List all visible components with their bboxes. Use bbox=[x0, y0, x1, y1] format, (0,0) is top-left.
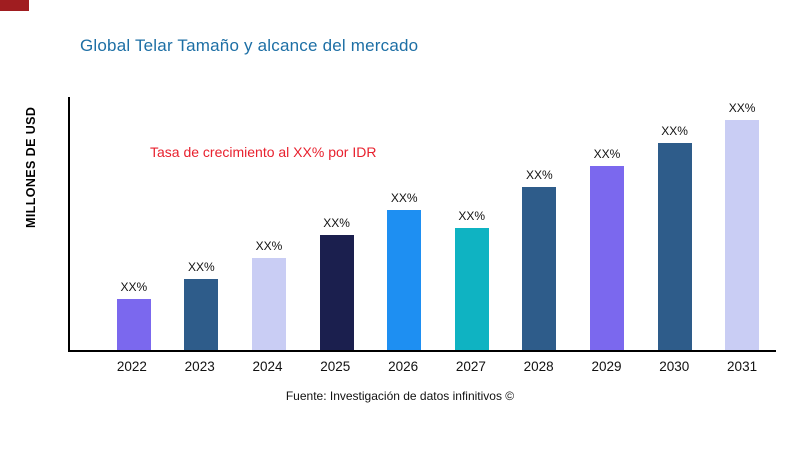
bar-column-2030: XX% bbox=[641, 97, 709, 350]
bar-value-label: XX% bbox=[255, 239, 283, 253]
x-tick-2022: 2022 bbox=[116, 359, 147, 374]
bar-column-2028: XX% bbox=[506, 97, 574, 350]
bar-column-2022: XX% bbox=[100, 97, 168, 350]
x-tick-2027: 2027 bbox=[455, 359, 486, 374]
bar-2029 bbox=[589, 166, 624, 350]
bar-2027 bbox=[454, 228, 489, 350]
x-axis-ticks: 2022 2023 2024 2025 2026 2027 2028 2029 2030 2031 bbox=[68, 359, 776, 374]
x-tick-2026: 2026 bbox=[388, 359, 419, 374]
bar-value-label: XX% bbox=[188, 259, 215, 274]
bar-value-label: XX% bbox=[661, 124, 688, 138]
bar-value-label: XX% bbox=[120, 280, 148, 295]
bar-2022 bbox=[116, 299, 151, 350]
brand-corner-mark bbox=[0, 0, 29, 11]
x-tick-2025: 2025 bbox=[320, 359, 351, 374]
bar-column-2026: XX% bbox=[370, 97, 438, 350]
bar-value-label: XX% bbox=[458, 209, 486, 224]
bar-value-label: XX% bbox=[390, 190, 418, 205]
bar-value-label: XX% bbox=[593, 147, 621, 161]
x-tick-2028: 2028 bbox=[523, 359, 554, 374]
bar-2025 bbox=[319, 235, 354, 350]
bar-column-2029: XX% bbox=[573, 97, 641, 350]
bar-2023 bbox=[184, 278, 219, 350]
bar-value-label: XX% bbox=[323, 216, 350, 230]
x-tick-2031: 2031 bbox=[727, 359, 758, 374]
bar-2031 bbox=[725, 120, 760, 350]
bars-group: XX% XX% XX% XX% XX% XX% XX% XX% XX% XX% bbox=[70, 97, 776, 350]
y-axis-label: MILLONES DE USD bbox=[24, 106, 38, 229]
bar-2026 bbox=[387, 209, 422, 350]
bar-2024 bbox=[251, 258, 286, 350]
bar-2028 bbox=[522, 186, 557, 350]
bar-column-2031: XX% bbox=[708, 97, 776, 350]
bar-column-2025: XX% bbox=[303, 97, 371, 350]
bar-column-2024: XX% bbox=[235, 97, 303, 350]
x-tick-2023: 2023 bbox=[184, 359, 215, 374]
bar-column-2027: XX% bbox=[438, 97, 506, 350]
x-tick-2030: 2030 bbox=[659, 359, 690, 374]
plot-area: XX% XX% XX% XX% XX% XX% XX% XX% XX% XX% bbox=[68, 97, 776, 352]
bar-2030 bbox=[657, 143, 692, 350]
bar-value-label: XX% bbox=[526, 167, 553, 182]
source-attribution: Fuente: Investigación de datos infinitiv… bbox=[285, 389, 515, 403]
bar-value-label: XX% bbox=[728, 101, 756, 115]
bar-column-2023: XX% bbox=[168, 97, 236, 350]
x-tick-2029: 2029 bbox=[591, 359, 622, 374]
growth-rate-annotation: Tasa de crecimiento al XX% por IDR bbox=[150, 144, 377, 160]
x-tick-2024: 2024 bbox=[252, 359, 283, 374]
chart-title: Global Telar Tamaño y alcance del mercad… bbox=[80, 36, 419, 55]
